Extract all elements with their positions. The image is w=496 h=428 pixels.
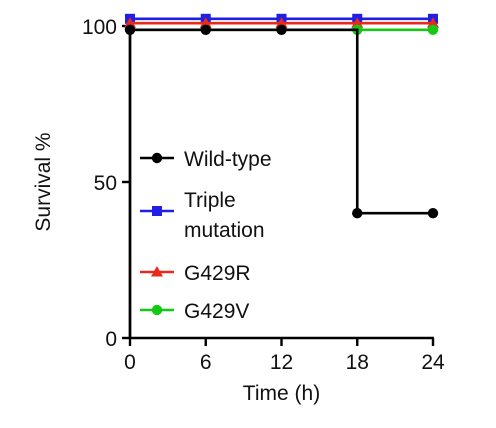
legend-label: mutation [184, 219, 265, 242]
y-tick-label: 0 [105, 328, 117, 351]
legend-label: Wild-type [184, 148, 272, 171]
data-point [275, 17, 288, 28]
legend: Wild-type Triple mutation G429R G429V [140, 148, 272, 323]
series-wild-type [124, 24, 439, 338]
y-ticks: 0 50 100 [82, 16, 130, 351]
legend-label: G429V [184, 300, 249, 323]
x-tick-label: 24 [421, 351, 445, 374]
legend-label: Triple [184, 189, 236, 212]
axes: 0 6 12 18 24 0 50 100 Time (h) Survival % [32, 16, 445, 405]
series-layer [124, 13, 439, 338]
series-line [128, 28, 433, 338]
x-tick-label: 12 [270, 351, 293, 374]
data-point [124, 17, 136, 28]
data-point [200, 24, 211, 35]
data-point [427, 17, 439, 28]
y-tick-label: 100 [82, 16, 117, 39]
data-point [152, 206, 162, 216]
data-point [427, 208, 439, 219]
y-tick-label: 50 [94, 172, 117, 195]
data-point [151, 266, 163, 277]
y-axis-title: Survival % [32, 132, 55, 231]
legend-item: G429V [140, 300, 249, 323]
series-g429r [124, 17, 439, 28]
data-point [151, 152, 163, 164]
legend-label: G429R [184, 262, 251, 285]
x-tick-label: 0 [124, 351, 136, 374]
x-tick-label: 6 [200, 351, 212, 374]
data-point [151, 304, 163, 316]
legend-item: G429R [140, 262, 251, 285]
data-point [352, 208, 363, 219]
data-point [351, 17, 364, 28]
x-ticks: 0 6 12 18 24 [124, 338, 445, 374]
data-point [427, 24, 439, 35]
x-tick-label: 18 [346, 351, 369, 374]
x-axis-title: Time (h) [243, 382, 320, 405]
data-point [124, 24, 136, 35]
data-point [199, 17, 212, 28]
legend-item: Wild-type [140, 148, 272, 171]
legend-item: Triple mutation [140, 189, 265, 242]
data-point [276, 24, 287, 35]
